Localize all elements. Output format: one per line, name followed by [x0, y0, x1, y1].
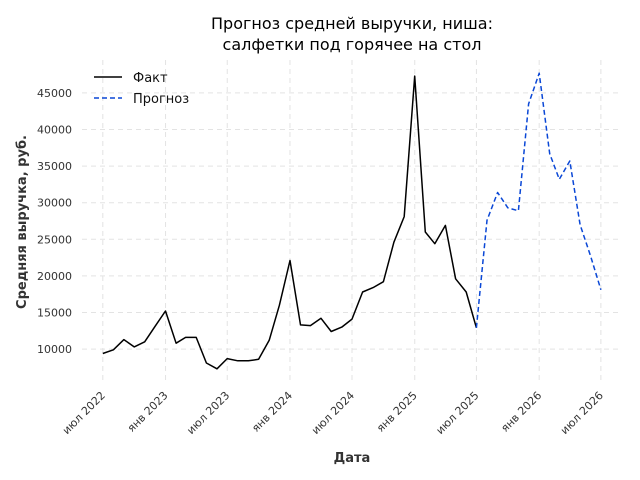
x-tick-label: янв 2023 [125, 389, 171, 435]
y-tick-label: 45000 [37, 87, 72, 100]
chart-title-line-2: салфетки под горячее на стол [223, 35, 482, 54]
series-lines [102, 72, 602, 370]
legend-label-forecast: Прогноз [133, 92, 189, 107]
x-tick-label: янв 2024 [249, 389, 295, 435]
x-axis-label: Дата [334, 451, 371, 466]
x-tick-label: июл 2022 [60, 389, 108, 437]
x-tick-label: янв 2026 [498, 389, 544, 435]
y-tick-label: 15000 [37, 306, 72, 319]
x-tick-labels: июл 2022 янв 2023 июл 2023 янв 2024 июл 2024… [60, 389, 606, 437]
y-tick-label: 30000 [37, 197, 72, 210]
x-tick-label: июл 2026 [558, 389, 606, 437]
y-tick-label: 10000 [37, 343, 72, 356]
y-tick-label: 20000 [37, 270, 72, 283]
grid [82, 60, 622, 382]
x-tick-label: янв 2025 [374, 389, 420, 435]
y-tick-label: 25000 [37, 233, 72, 246]
y-tick-label: 35000 [37, 160, 72, 173]
y-tick-labels: 10000 15000 20000 25000 30000 35000 40000 45000 [37, 87, 72, 356]
legend-label-fact: Факт [133, 71, 168, 86]
y-axis-label: Средняя выручка, руб. [15, 135, 30, 309]
y-tick-label: 40000 [37, 124, 72, 137]
x-tick-label: июл 2023 [184, 389, 232, 437]
series-line-forecast [475, 72, 602, 328]
legend: Факт Прогноз [94, 71, 189, 107]
chart-title-line-1: Прогноз средней выручки, ниша: [211, 14, 493, 33]
x-tick-label: июл 2025 [434, 389, 482, 437]
x-tick-label: июл 2024 [309, 389, 357, 437]
